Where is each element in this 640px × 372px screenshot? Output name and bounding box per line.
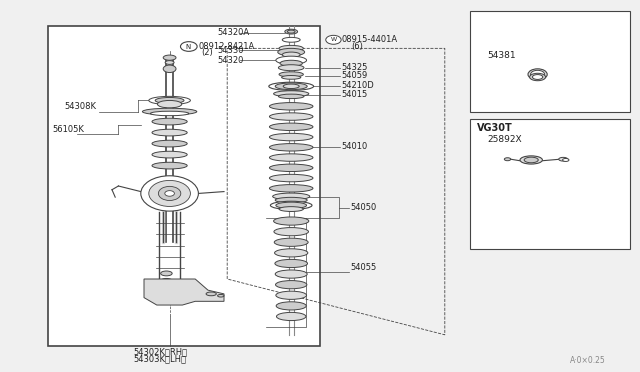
Ellipse shape — [269, 123, 313, 131]
Ellipse shape — [528, 69, 547, 80]
Ellipse shape — [152, 140, 188, 147]
Ellipse shape — [152, 129, 188, 136]
Bar — [470, 11, 630, 112]
Ellipse shape — [269, 144, 313, 151]
Text: W: W — [330, 37, 337, 42]
Ellipse shape — [269, 154, 313, 161]
Ellipse shape — [285, 29, 298, 34]
Bar — [470, 119, 630, 249]
Text: 54050: 54050 — [350, 203, 376, 212]
Ellipse shape — [165, 191, 175, 196]
Text: 56105K: 56105K — [52, 125, 84, 134]
Text: 54320: 54320 — [218, 56, 244, 65]
Ellipse shape — [275, 259, 307, 267]
Ellipse shape — [504, 158, 511, 161]
Ellipse shape — [276, 312, 306, 321]
Text: N: N — [185, 44, 190, 49]
Circle shape — [180, 42, 197, 51]
Ellipse shape — [273, 193, 310, 200]
Ellipse shape — [152, 151, 188, 158]
Ellipse shape — [269, 164, 313, 171]
Ellipse shape — [276, 291, 307, 299]
Ellipse shape — [159, 186, 181, 201]
Text: 54325: 54325 — [341, 63, 367, 72]
Ellipse shape — [150, 111, 189, 116]
Ellipse shape — [161, 278, 172, 283]
Ellipse shape — [276, 202, 307, 208]
Ellipse shape — [524, 157, 538, 163]
Ellipse shape — [161, 271, 172, 276]
Text: VG30T: VG30T — [477, 124, 513, 133]
Ellipse shape — [530, 73, 545, 81]
Ellipse shape — [157, 100, 182, 108]
Ellipse shape — [270, 201, 312, 209]
Ellipse shape — [282, 76, 301, 79]
Text: 54330: 54330 — [218, 46, 244, 55]
Ellipse shape — [532, 74, 543, 80]
Ellipse shape — [152, 118, 188, 125]
Text: 54015: 54015 — [341, 90, 367, 99]
Text: 54010: 54010 — [341, 142, 367, 151]
Ellipse shape — [275, 280, 307, 289]
Text: 08912-8421A: 08912-8421A — [198, 42, 255, 51]
Ellipse shape — [274, 217, 309, 225]
Ellipse shape — [143, 108, 197, 115]
Ellipse shape — [559, 157, 568, 161]
Ellipse shape — [280, 60, 302, 66]
Ellipse shape — [269, 174, 313, 182]
Text: A·0×0.25: A·0×0.25 — [570, 356, 605, 365]
Text: (6): (6) — [351, 42, 364, 51]
Text: 08915-4401A: 08915-4401A — [342, 35, 398, 44]
Ellipse shape — [279, 72, 303, 77]
Ellipse shape — [269, 185, 313, 192]
Ellipse shape — [531, 70, 545, 78]
Ellipse shape — [206, 292, 216, 296]
Ellipse shape — [274, 91, 309, 97]
Ellipse shape — [141, 176, 198, 211]
Polygon shape — [144, 279, 224, 305]
Ellipse shape — [278, 94, 304, 99]
Text: 54210D: 54210D — [341, 81, 374, 90]
Ellipse shape — [279, 45, 303, 51]
Circle shape — [326, 35, 341, 44]
Ellipse shape — [282, 52, 300, 57]
Ellipse shape — [152, 162, 188, 169]
Ellipse shape — [149, 180, 191, 206]
Ellipse shape — [269, 133, 313, 141]
Ellipse shape — [269, 113, 313, 120]
Ellipse shape — [165, 61, 174, 64]
Ellipse shape — [149, 96, 191, 105]
Ellipse shape — [283, 84, 300, 89]
Text: 54059: 54059 — [341, 71, 367, 80]
Text: 54320A: 54320A — [218, 28, 250, 37]
Ellipse shape — [156, 97, 184, 103]
Ellipse shape — [279, 207, 303, 211]
Circle shape — [163, 65, 176, 73]
Ellipse shape — [520, 156, 543, 164]
Ellipse shape — [275, 83, 307, 90]
Ellipse shape — [278, 65, 304, 71]
Text: (2): (2) — [202, 48, 213, 57]
Ellipse shape — [276, 56, 307, 64]
Ellipse shape — [276, 302, 307, 310]
Ellipse shape — [274, 228, 308, 236]
Text: 54308K: 54308K — [64, 102, 96, 111]
Text: 54055: 54055 — [350, 263, 376, 272]
Text: 54303K（LH）: 54303K（LH） — [134, 355, 186, 363]
Ellipse shape — [278, 48, 305, 56]
Text: 25892X: 25892X — [488, 135, 522, 144]
Ellipse shape — [218, 295, 224, 297]
Ellipse shape — [282, 38, 300, 42]
Ellipse shape — [563, 158, 569, 161]
Bar — [48, 26, 320, 346]
Text: 54302K（RH）: 54302K（RH） — [133, 348, 187, 357]
Ellipse shape — [275, 197, 307, 203]
Ellipse shape — [269, 103, 313, 110]
Ellipse shape — [275, 249, 308, 257]
Text: 54381: 54381 — [488, 51, 516, 60]
Ellipse shape — [275, 270, 307, 278]
Ellipse shape — [269, 82, 314, 90]
Ellipse shape — [163, 55, 176, 60]
Ellipse shape — [275, 238, 308, 246]
